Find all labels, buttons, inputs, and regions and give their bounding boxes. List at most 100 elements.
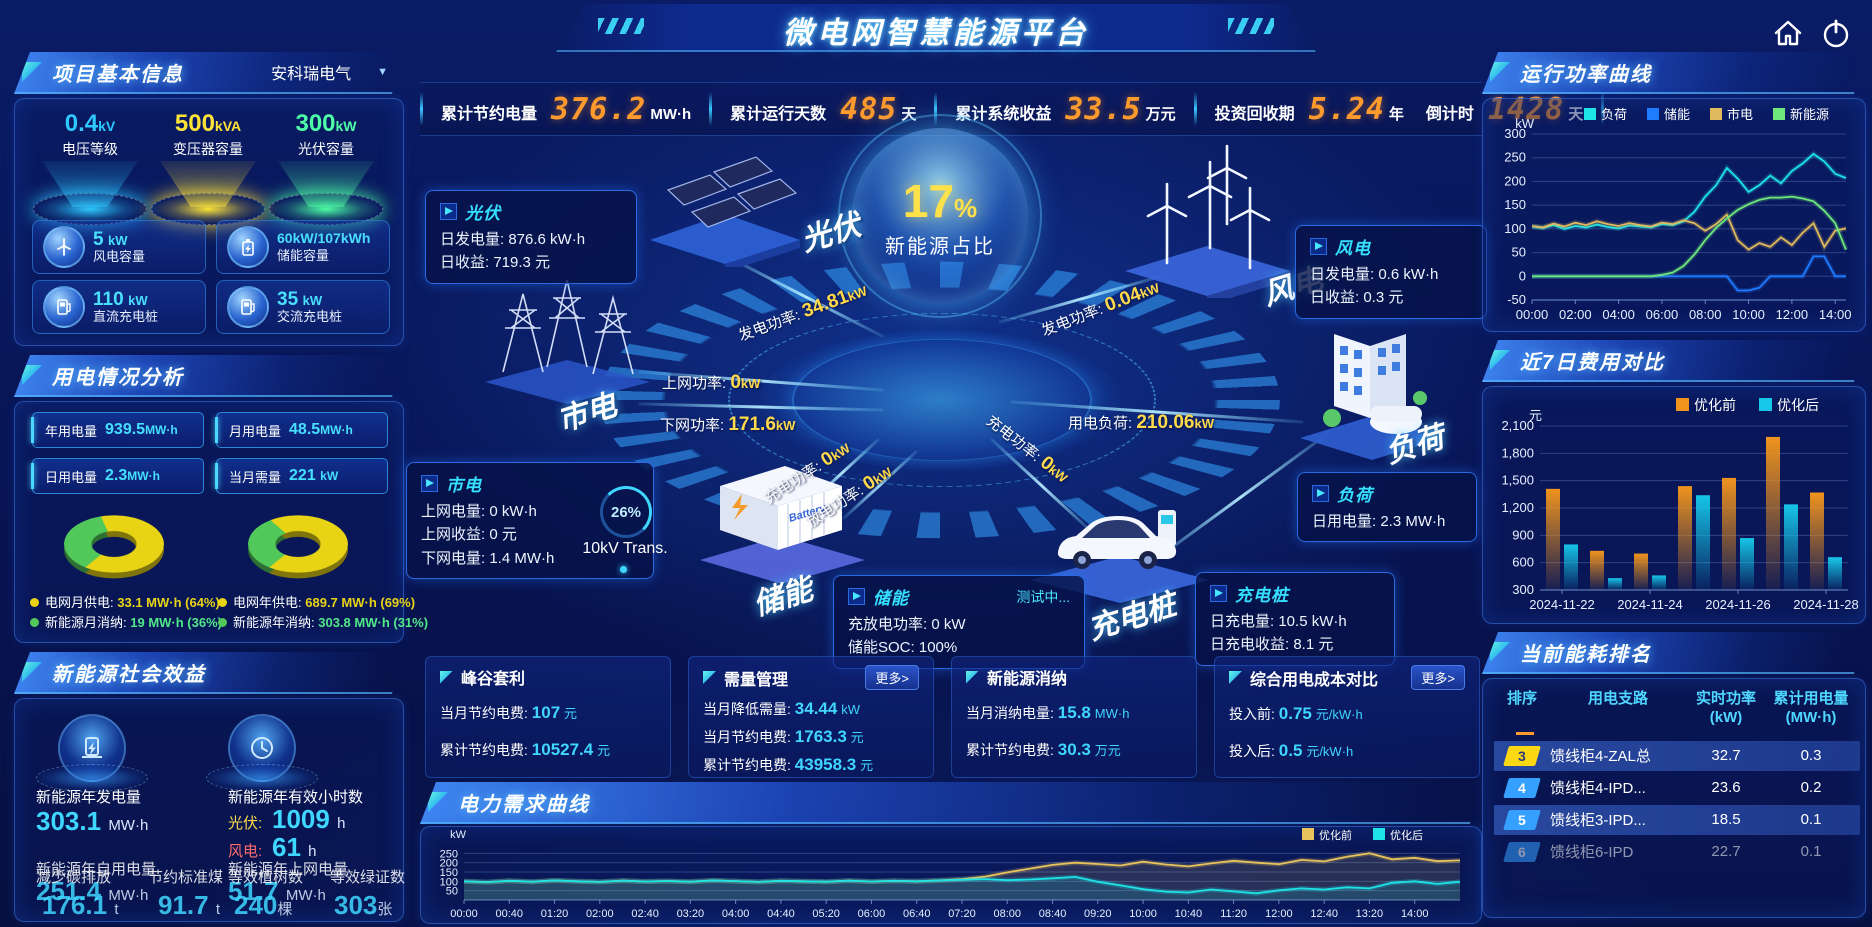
svg-text:优化前: 优化前 xyxy=(1694,397,1736,413)
kpi-peak-valley-arbitrage: 峰谷套利 当月节约电费: 107 元 累计节约电费: 10527.4 元 xyxy=(425,656,671,778)
year-energy-donut-chart xyxy=(248,515,348,579)
svg-text:0: 0 xyxy=(1519,268,1526,283)
svg-text:1,200: 1,200 xyxy=(1501,500,1534,515)
rank-badge: 3 xyxy=(1503,745,1541,766)
pedestal-value: 0.4 xyxy=(64,110,99,137)
pv-hours-value: 1009 h xyxy=(272,804,346,834)
pedestal-unit: kV xyxy=(98,118,116,134)
svg-text:08:00: 08:00 xyxy=(993,908,1021,920)
legend-grid-year: 电网年供电: 689.7 MW·h (69%) xyxy=(218,592,415,611)
stat-value: 48.5 xyxy=(289,421,321,438)
ranking-panel xyxy=(1482,678,1866,918)
corner-icon xyxy=(1490,62,1510,82)
pedestal-label: 变压器容量 xyxy=(173,141,243,157)
power-curve-panel xyxy=(1482,98,1866,332)
company-selector[interactable]: 安科瑞电气 xyxy=(271,66,352,83)
benefit-label: 减少碳排放 xyxy=(36,869,112,886)
pv-node-illustration xyxy=(650,156,800,267)
stat-value: 2.3 xyxy=(105,467,128,484)
svg-text:2,100: 2,100 xyxy=(1501,418,1534,433)
legend-dot xyxy=(30,618,39,627)
load-info-panel: 负荷 日用电量: 2.3 MW·h xyxy=(1297,472,1477,543)
benefit-label: 新能源年发电量 xyxy=(36,789,142,806)
section-header-power-curve: 运行功率曲线 xyxy=(1482,52,1864,94)
card-label: 交流充电桩 xyxy=(277,309,343,325)
svg-text:200: 200 xyxy=(1504,173,1526,188)
svg-text:150: 150 xyxy=(1504,197,1526,212)
scroll-indicator xyxy=(1516,731,1534,735)
table-row[interactable]: 5 馈线柜3-IPD... 18.5 0.1 xyxy=(1494,804,1860,835)
benefit-value: 91.7 t xyxy=(158,890,221,920)
new-energy-ratio-label: 新能源占比 xyxy=(885,235,995,258)
wind-hours-value: 61 h xyxy=(272,832,317,862)
benefit-label: 等效绿证数 xyxy=(330,869,406,886)
rank-badge: 5 xyxy=(1503,809,1541,830)
svg-text:1,500: 1,500 xyxy=(1501,473,1534,488)
pedestal-voltage: 0.4kV 电压等级 xyxy=(28,110,152,225)
legend-newenergy-year: 新能源年消纳: 303.8 MW·h (31%) xyxy=(218,612,428,631)
svg-text:05:20: 05:20 xyxy=(812,908,840,920)
wind-hours-label: 风电: xyxy=(228,843,263,860)
table-header: 排序 用电支路 实时功率 (kW) 累计用电量 (MW·h) xyxy=(1506,690,1849,726)
more-button[interactable]: 更多> xyxy=(865,665,919,690)
svg-text:250: 250 xyxy=(1504,150,1526,165)
svg-text:kW: kW xyxy=(1515,116,1535,131)
more-button[interactable]: 更多> xyxy=(1411,665,1465,690)
new-energy-ratio-value: 17% xyxy=(902,174,978,227)
demand-chart-panel xyxy=(420,826,1482,924)
table-row[interactable]: 6 馈线柜6-IPD 22.7 0.1 xyxy=(1494,837,1860,867)
flow-from-grid-power: 下网功率: 171.6kW xyxy=(660,414,796,435)
card-value: 110 xyxy=(93,288,124,310)
corner-icon xyxy=(1229,671,1242,684)
corner-icon xyxy=(1490,350,1510,370)
svg-text:06:40: 06:40 xyxy=(903,908,931,920)
svg-text:10:00: 10:00 xyxy=(1129,908,1157,920)
pedestal-unit: kVA xyxy=(214,118,242,134)
svg-text:03:20: 03:20 xyxy=(677,908,705,920)
legend-dot xyxy=(218,598,227,607)
svg-text:2024-11-28: 2024-11-28 xyxy=(1793,597,1859,612)
chevron-down-icon[interactable]: ▼ xyxy=(377,66,388,78)
icon-base xyxy=(36,764,148,792)
divider xyxy=(1193,92,1197,126)
divider xyxy=(1601,92,1605,126)
svg-text:08:00: 08:00 xyxy=(1689,307,1722,322)
svg-text:00:40: 00:40 xyxy=(496,908,524,920)
cost-compare-chart: 2,100 1,800 1,500 1,200 900 600 300 元 2024-11-22… xyxy=(1488,388,1860,618)
benefit-value: 176.1 t xyxy=(42,890,119,920)
title-right-decoration xyxy=(1228,18,1274,34)
storage-node-illustration: Battery xyxy=(700,466,865,583)
svg-text:50: 50 xyxy=(446,886,458,898)
pedestal-value: 500 xyxy=(174,110,215,137)
section-header-demand-curve: 电力需求曲线 xyxy=(420,782,1480,824)
legend-dot xyxy=(30,598,39,607)
svg-text:300: 300 xyxy=(1512,582,1534,597)
legend-newenergy-month: 新能源月消纳: 19 MW·h (36%) xyxy=(30,612,222,631)
svg-text:02:40: 02:40 xyxy=(631,908,659,920)
stat-unit: MW·h xyxy=(145,423,178,437)
ac-charger-icon xyxy=(227,286,269,328)
benefit-value: 240棵 xyxy=(234,890,293,920)
svg-text:12:00: 12:00 xyxy=(1265,908,1293,920)
kpi-new-energy-consumption: 新能源消纳 当月消纳电量: 15.8 MW·h 累计节约电费: 30.3 万元 xyxy=(951,656,1197,778)
stat-unit: MW·h xyxy=(127,469,160,483)
benefit-label: 新能源年上网电量 xyxy=(228,861,349,878)
power-icon[interactable] xyxy=(1818,16,1854,52)
table-row[interactable]: 3 馈线柜4-ZAL总 32.7 0.3 xyxy=(1494,740,1860,771)
svg-text:09:20: 09:20 xyxy=(1084,908,1112,920)
benefit-value: 251.4 MW·h xyxy=(36,876,149,906)
section-header-cost-compare: 近7日费用对比 xyxy=(1482,340,1864,382)
table-row[interactable]: 4 馈线柜4-IPD... 23.6 0.2 xyxy=(1494,773,1860,803)
section-title: 当前能耗排名 xyxy=(1520,643,1652,666)
card-storage-capacity: 60kW/107kWh 储能容量 xyxy=(216,220,390,274)
home-icon[interactable] xyxy=(1770,16,1806,52)
svg-text:12:40: 12:40 xyxy=(1310,908,1338,920)
title-band xyxy=(556,4,1316,52)
section-title: 运行功率曲线 xyxy=(1520,63,1652,86)
stat-label: 月用电量 xyxy=(229,423,282,439)
card-label: 风电容量 xyxy=(93,249,146,265)
svg-text:06:00: 06:00 xyxy=(858,908,886,920)
card-ac-charger: 35 kW 交流充电桩 xyxy=(216,280,390,334)
load-node-illustration xyxy=(1300,334,1444,460)
wind-node-illustration xyxy=(1125,144,1290,298)
